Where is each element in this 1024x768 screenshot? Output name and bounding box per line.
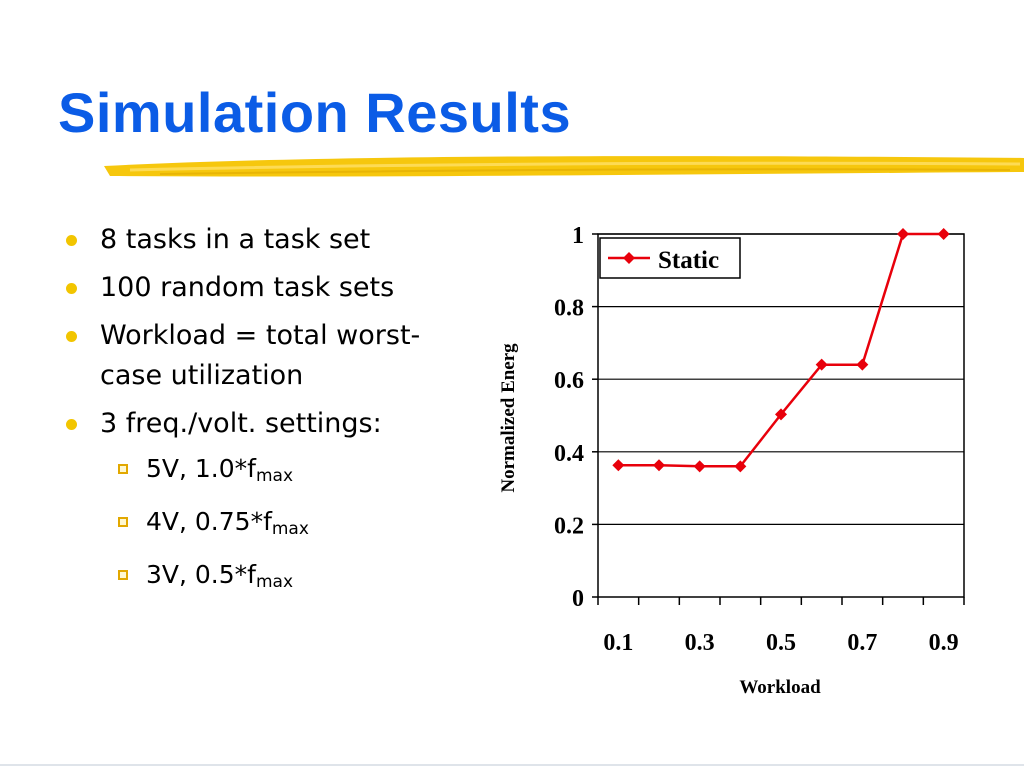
checkbox-bullet-icon [118, 570, 128, 580]
y-tick-labels: 0 0.2 0.4 0.6 0.8 1 [554, 223, 584, 612]
plot-area-border [597, 233, 965, 598]
footer-divider [0, 764, 1024, 766]
sub-bullet-text: 3V, 0.5*f [146, 560, 256, 589]
legend-marker-icon [623, 252, 635, 264]
bullet-list: 8 tasks in a task set 100 random task se… [62, 220, 482, 611]
x-tick-label: 0.9 [929, 630, 959, 656]
y-tick-label: 0.8 [554, 296, 584, 322]
data-point-marker [856, 358, 869, 371]
slide-title: Simulation Results [58, 81, 572, 144]
sub-bullet-subscript: max [255, 572, 294, 592]
sub-bullet-text: 5V, 1.0*f [146, 454, 256, 483]
bullet-item: 8 tasks in a task set [62, 220, 482, 260]
series-static [612, 228, 950, 473]
axes [592, 233, 965, 605]
y-tick-label: 0.2 [554, 513, 584, 539]
checkbox-bullet-icon [118, 517, 128, 527]
x-tick-label: 0.3 [685, 630, 715, 656]
sub-bullet-list: 5V, 1.0*fmax 4V, 0.75*fmax 3V, 0.5*fmax [62, 452, 482, 599]
title-underline-brushstroke [104, 156, 1024, 177]
energy-line-chart: 00.20.40.60.81 0.1 0.3 0.5 0.7 0.9 Workload … [498, 223, 965, 698]
data-point-marker [612, 459, 625, 472]
bullet-text: 100 random task sets [100, 272, 395, 303]
bullet-dot-icon [66, 283, 77, 294]
x-tick-label: 0.7 [847, 630, 877, 656]
y-tick-label: 1 [572, 223, 584, 249]
y-tick-label: 0.6 [554, 368, 584, 394]
bullet-dot-icon [66, 331, 77, 342]
bullet-dot-icon [66, 419, 77, 430]
bullet-dot-icon [66, 235, 77, 246]
bullet-item: 3 freq./volt. settings: [62, 404, 482, 444]
legend-label: Static [658, 247, 719, 274]
y-tick-label: 0.4 [554, 441, 584, 467]
x-tick-labels: 0.1 0.3 0.5 0.7 0.9 [603, 630, 958, 656]
x-tick-label: 0.5 [766, 630, 796, 656]
bullet-text-line-2: case utilization [100, 360, 304, 391]
bullet-item: 100 random task sets [62, 268, 482, 308]
sub-bullet-subscript: max [255, 466, 294, 486]
bullet-text: 8 tasks in a task set [100, 224, 371, 255]
sub-bullet-subscript: max [271, 519, 309, 539]
sub-bullet-item: 4V, 0.75*fmax [62, 505, 482, 546]
checkbox-bullet-icon [118, 464, 128, 474]
bullet-item: Workload = total worst- case utilization [62, 316, 482, 396]
x-tick-label: 0.1 [603, 630, 633, 656]
data-point-marker [693, 460, 706, 473]
legend-box [599, 237, 741, 279]
y-axis-label: Normalized Energ [498, 343, 519, 493]
data-point-marker [775, 408, 787, 421]
data-point-marker [937, 228, 950, 240]
sub-bullet-text: 4V, 0.75*f [146, 507, 272, 536]
data-point-marker [653, 459, 665, 472]
x-axis-label: Workload [739, 677, 821, 698]
y-tick-label: 0 [572, 586, 584, 612]
bullet-text: 3 freq./volt. settings: [100, 408, 382, 439]
data-point-marker [815, 358, 828, 371]
legend: Static [599, 237, 741, 279]
sub-bullet-item: 3V, 0.5*fmax [62, 558, 482, 599]
bullet-text-line-1: Workload = total worst- [100, 320, 421, 351]
data-point-marker [897, 228, 909, 240]
sub-bullet-item: 5V, 1.0*fmax [62, 452, 482, 493]
